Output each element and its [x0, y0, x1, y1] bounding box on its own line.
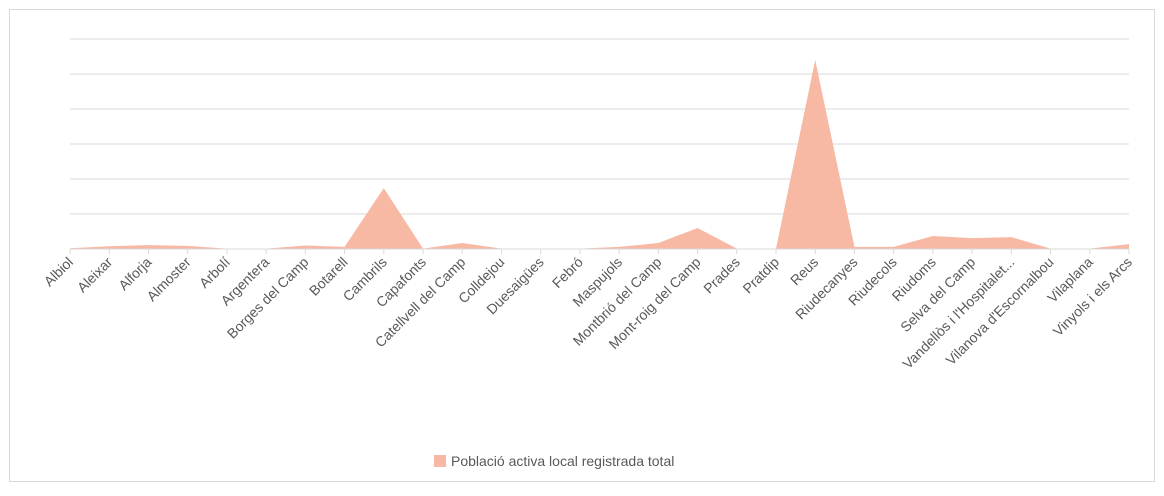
- legend-label: Població activa local registrada total: [451, 453, 674, 469]
- legend-swatch: [434, 455, 446, 467]
